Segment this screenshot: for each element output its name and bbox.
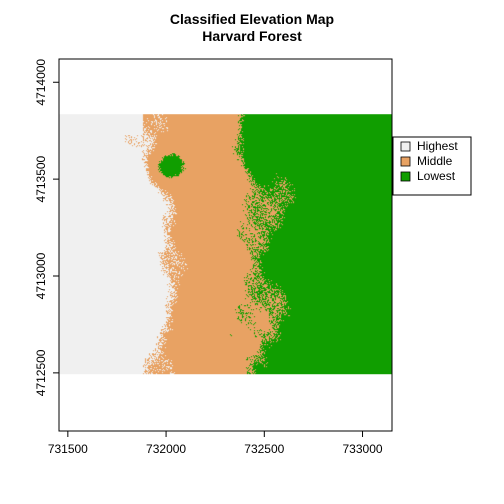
y-tick-label: 4713500 [34, 155, 48, 202]
legend-label-middle: Middle [417, 154, 453, 168]
legend-swatch-middle [400, 156, 411, 167]
legend-label-highest: Highest [417, 139, 458, 153]
page-title: Classified Elevation Map Harvard Forest [0, 11, 504, 45]
x-tick-label: 731500 [48, 442, 88, 456]
y-tick-label: 4714000 [34, 59, 48, 106]
legend-swatch-highest [400, 141, 411, 152]
x-tick-label: 733000 [343, 442, 383, 456]
y-tick-label: 4712500 [34, 349, 48, 396]
map-title: Classified Elevation Map [169, 11, 335, 27]
x-axis: 731500 732000 732500 733000 [48, 430, 383, 456]
map-subtitle: Harvard Forest [202, 28, 302, 44]
x-tick-label: 732000 [146, 442, 186, 456]
legend-label-lowest: Lowest [417, 169, 456, 183]
y-axis: 4712500 4713000 4713500 4714000 [34, 59, 60, 396]
elevation-raster [59, 114, 392, 375]
raster-layer [59, 114, 392, 375]
legend-swatch-lowest [400, 171, 411, 182]
x-tick-label: 732500 [244, 442, 284, 456]
y-tick-label: 4713000 [34, 252, 48, 299]
